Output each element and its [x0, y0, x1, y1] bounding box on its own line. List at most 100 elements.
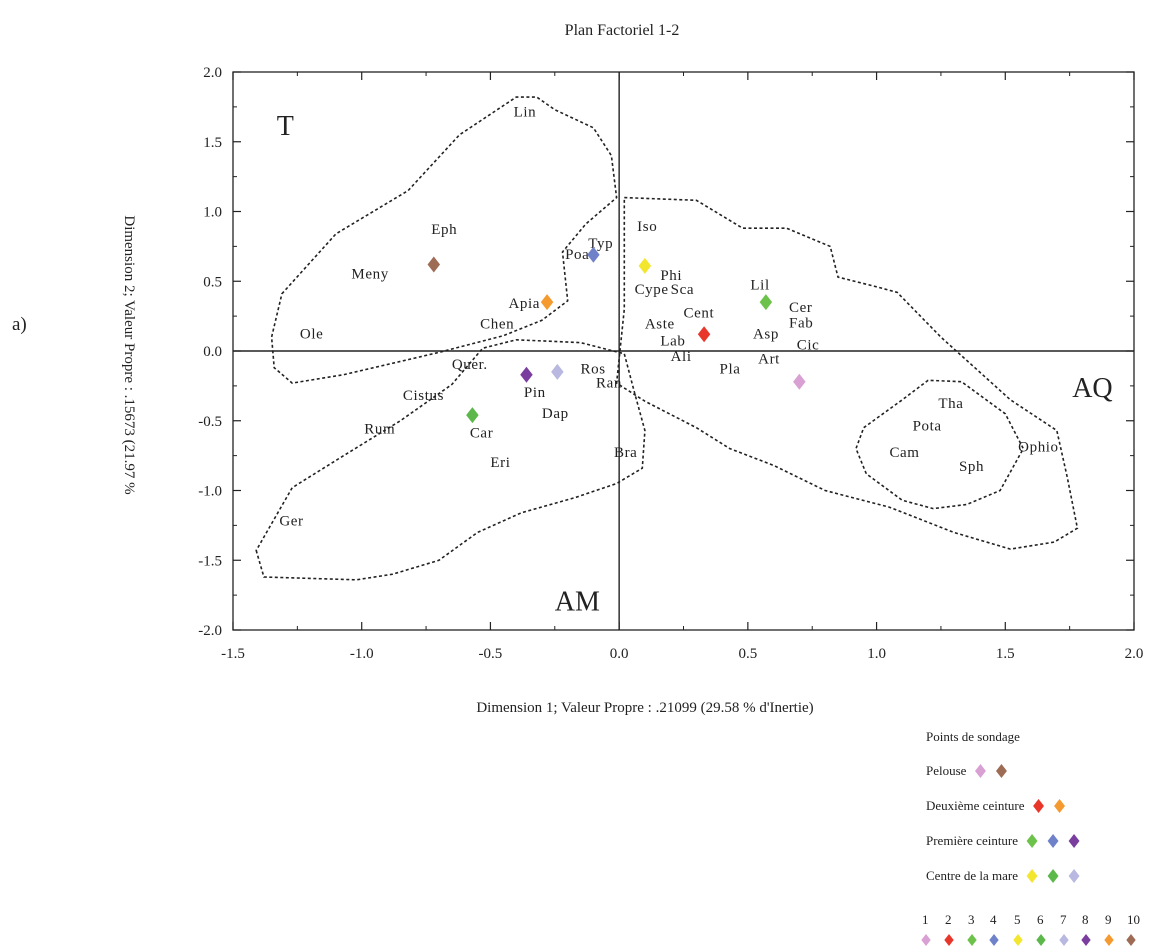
species-label: Eph [431, 222, 457, 238]
y-tick-label: -2.0 [198, 623, 222, 639]
y-axis-label: Dimension 2; Valeur Propre : .15673 (21.… [121, 215, 137, 494]
legend-index-marker [921, 934, 931, 946]
legend-marker [995, 764, 1007, 778]
species-label: Ali [671, 349, 692, 365]
sample-point-9 [540, 294, 554, 311]
x-tick-label: 1.5 [996, 646, 1015, 662]
legend-group-label: Centre de la mare [926, 868, 1018, 883]
species-label: Dap [542, 406, 569, 422]
species-label: Lab [660, 333, 685, 349]
species-label: Poa [565, 247, 589, 263]
contour-am [255, 338, 646, 581]
species-label: Cistus [403, 388, 444, 404]
species-label: Lil [750, 278, 769, 294]
sample-point-4 [587, 246, 600, 263]
species-label: Rum [364, 421, 395, 437]
y-tick-label: 2.0 [203, 65, 222, 81]
species-label: Ran [596, 375, 622, 391]
species-label: Asp [753, 326, 779, 342]
legend-index-marker [1104, 934, 1114, 946]
legend-index-marker [1013, 934, 1023, 946]
region-label-am: AM [555, 586, 600, 617]
legend-index-number: 3 [968, 912, 975, 927]
legend-marker [1033, 799, 1045, 813]
species-label: Art [758, 352, 780, 368]
species-label: Ole [300, 326, 323, 342]
sample-point-1 [793, 373, 806, 390]
legend-group-label: Pelouse [926, 763, 967, 778]
species-label: Meny [351, 266, 388, 282]
legend-index-marker [944, 934, 954, 946]
species-label: Sph [959, 459, 984, 475]
species-label: Bra [614, 445, 637, 461]
species-label: Apia [508, 296, 540, 312]
legend-index-marker [1036, 934, 1046, 946]
cluster-contours [255, 96, 1079, 581]
legend-marker [1026, 834, 1038, 848]
species-label: Iso [637, 219, 657, 235]
y-tick-label: 1.5 [203, 135, 222, 151]
legend: Points de sondage Pelouse Deuxième ceintu… [921, 729, 1140, 946]
species-label: Quer. [452, 357, 488, 373]
sample-point-5 [638, 257, 652, 274]
species-label: Ger [279, 513, 303, 529]
sample-points [427, 246, 806, 424]
legend-marker [1054, 799, 1066, 813]
y-tick-label: 0.5 [203, 274, 222, 290]
species-label: Pin [524, 385, 546, 401]
legend-index-number: 5 [1014, 912, 1021, 927]
legend-index-marker [989, 934, 999, 946]
sample-point-6 [466, 407, 479, 424]
region-label-aq: AQ [1072, 373, 1112, 404]
legend-index-number: 4 [990, 912, 997, 927]
y-tick-label: -1.5 [198, 553, 222, 569]
legend-title: Points de sondage [926, 729, 1020, 744]
contour-aq-inner [855, 379, 1025, 510]
species-label: Cer [789, 300, 812, 316]
species-label: Pota [913, 419, 942, 435]
y-tick-label: 1.0 [203, 205, 222, 221]
species-label: Typ [588, 236, 613, 252]
legend-index-number: 6 [1037, 912, 1044, 927]
x-tick-label: -1.0 [350, 646, 374, 662]
plot-axes: -1.5 -1.0 -0.5 0.0 0.5 1.0 1.5 2.0 2.0 1.5 1.0 0.5 0… [198, 65, 1143, 662]
legend-marker [1047, 869, 1059, 883]
species-label: Car [470, 425, 493, 441]
species-label: Aste [645, 317, 675, 333]
sample-point-2 [697, 326, 711, 343]
species-label: Phi [660, 268, 682, 284]
sample-point-7 [551, 363, 564, 380]
legend-index-number: 10 [1127, 912, 1140, 927]
contour-aq [615, 196, 1079, 550]
x-tick-label: 0.0 [610, 646, 629, 662]
panel-label: a) [12, 314, 27, 335]
x-tick-label: 2.0 [1125, 646, 1144, 662]
legend-index-marker [1126, 934, 1136, 946]
legend-index-number: 7 [1060, 912, 1067, 927]
species-label: Sca [671, 282, 694, 298]
legend-marker [1047, 834, 1059, 848]
y-tick-label: 0.0 [203, 344, 222, 360]
species-label: Tha [938, 396, 963, 412]
legend-index-number: 9 [1105, 912, 1112, 927]
x-axis-label: Dimension 1; Valeur Propre : .21099 (29.… [476, 700, 813, 716]
species-label: Eri [490, 455, 510, 471]
x-tick-label: 0.5 [738, 646, 757, 662]
y-tick-label: -1.0 [198, 484, 222, 500]
species-label: Fab [789, 315, 813, 331]
sample-point-3 [759, 294, 773, 311]
x-tick-label: -1.5 [221, 646, 245, 662]
sample-point-10 [427, 256, 441, 273]
y-tick-label: -0.5 [198, 414, 222, 430]
species-label: Pla [720, 361, 741, 377]
species-label: Cam [889, 445, 919, 461]
chart-title: Plan Factoriel 1-2 [565, 22, 680, 39]
sample-point-8 [520, 366, 533, 383]
species-label: Cype [635, 282, 669, 298]
legend-group-label: Première ceinture [926, 833, 1018, 848]
region-label-t: T [277, 111, 294, 142]
species-label: Chen [480, 317, 514, 333]
legend-marker [974, 764, 986, 778]
